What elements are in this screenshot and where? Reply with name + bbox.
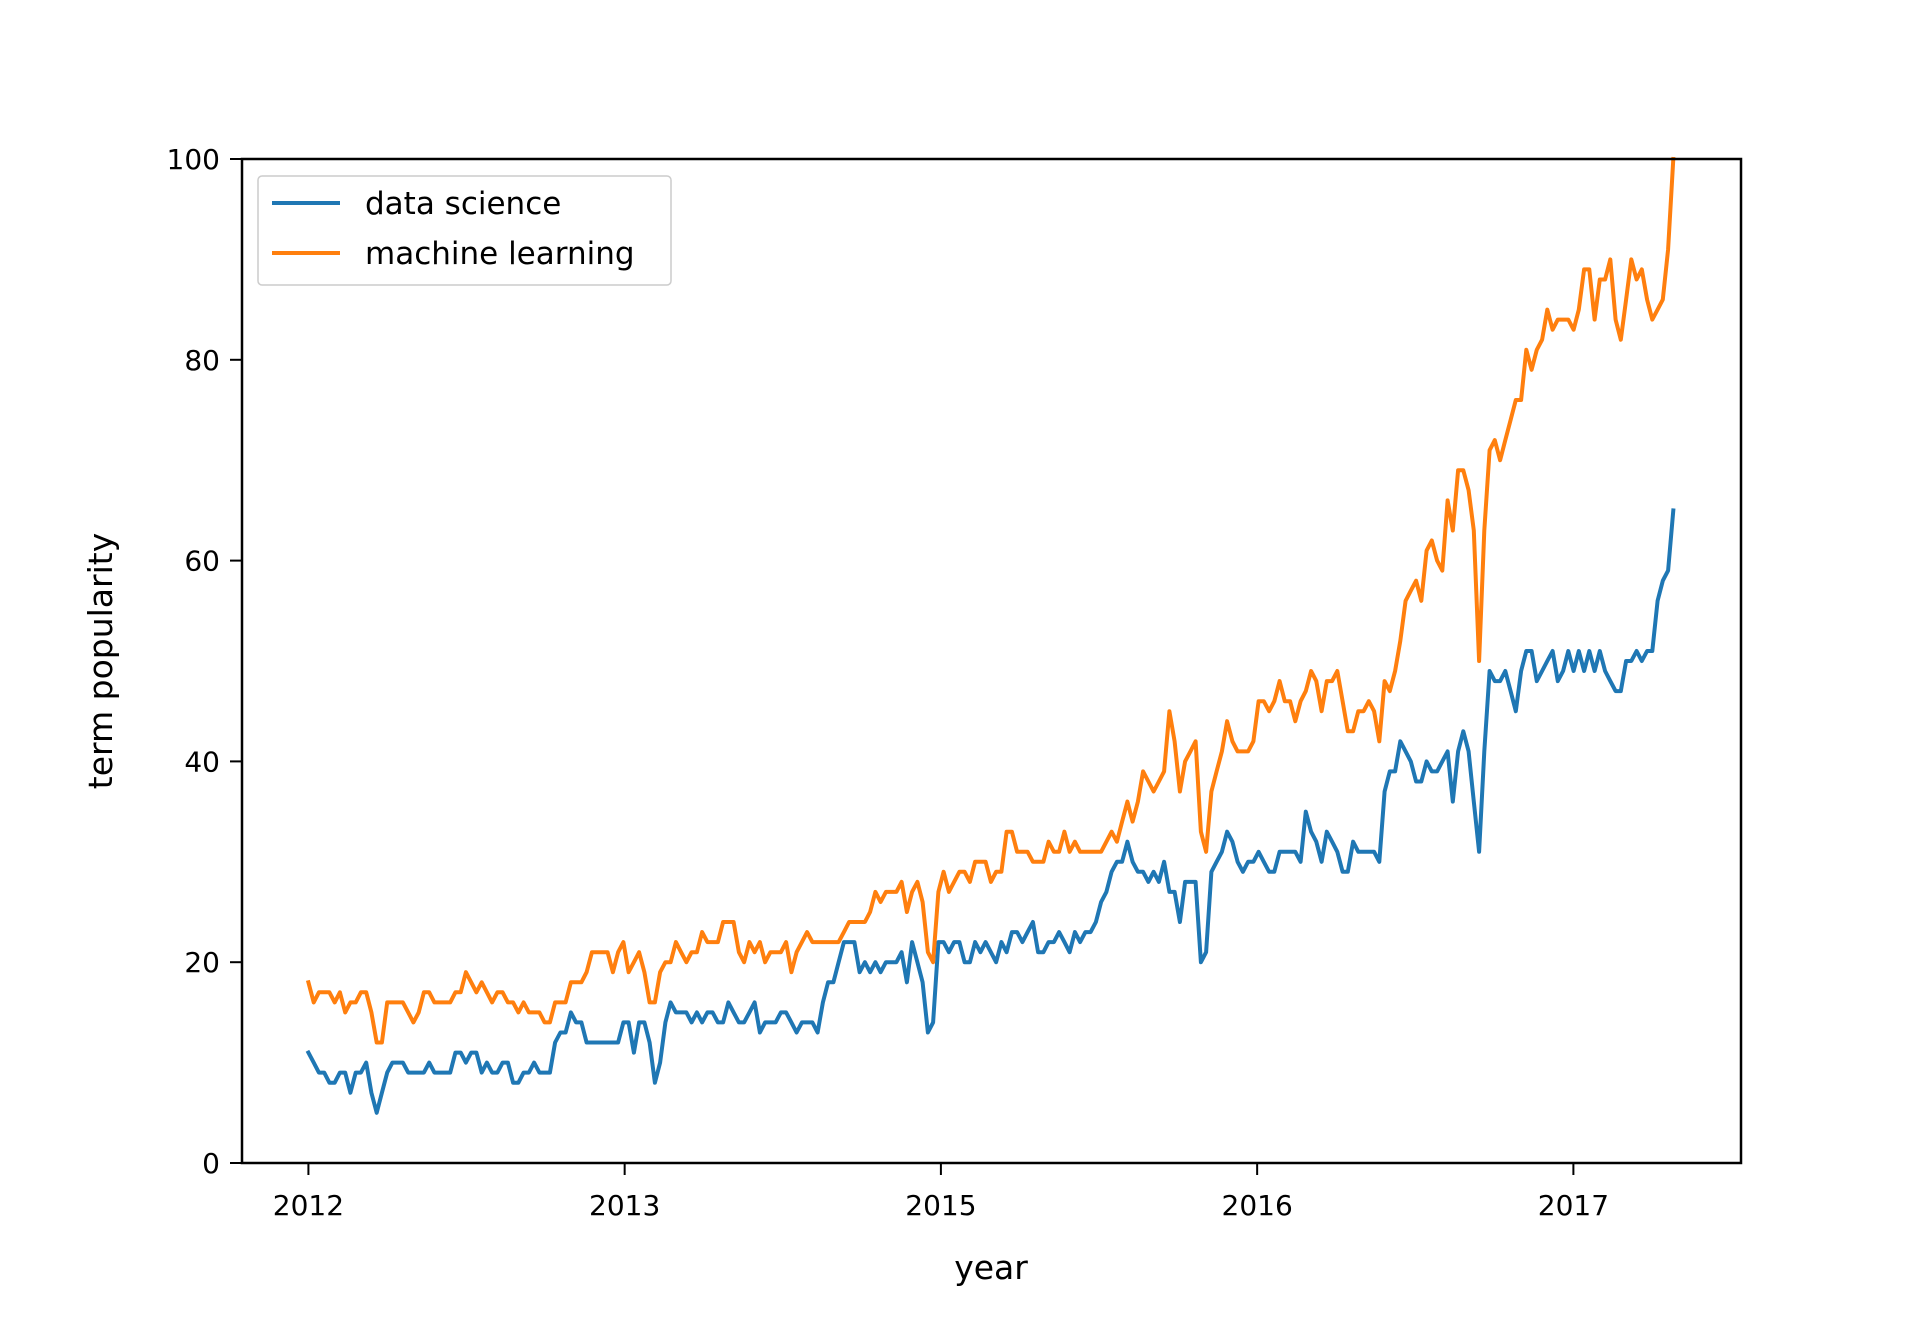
- legend: data science machine learning: [257, 175, 672, 286]
- legend-box: [257, 175, 672, 286]
- x-tick-label: 2015: [905, 1189, 976, 1222]
- x-tick-label: 2017: [1538, 1189, 1609, 1222]
- y-tick-label: 80: [184, 344, 220, 377]
- y-tick-label: 60: [184, 545, 220, 578]
- plot-content: [305, 156, 1676, 1115]
- series-line-machine-learning: [305, 156, 1676, 1045]
- y-axis-label: term popularity: [81, 533, 120, 789]
- series-line-data-science: [305, 508, 1676, 1115]
- x-tick-label: 2012: [273, 1189, 344, 1222]
- legend-label-machine-learning: machine learning: [365, 236, 635, 272]
- y-tick-label: 40: [184, 745, 220, 778]
- plot-frame: [240, 157, 1743, 1165]
- y-tick-label: 20: [184, 946, 220, 979]
- y-axis: 0 20 40 60 80 100: [167, 143, 242, 1180]
- y-tick-label: 0: [202, 1147, 220, 1180]
- legend-label-data-science: data science: [365, 186, 561, 222]
- y-tick-label: 100: [167, 143, 220, 176]
- x-axis-label: year: [954, 1248, 1028, 1287]
- x-axis: 2012 2013 2015 2016 2017: [273, 1163, 1609, 1222]
- x-tick-label: 2013: [589, 1189, 660, 1222]
- x-tick-label: 2016: [1222, 1189, 1293, 1222]
